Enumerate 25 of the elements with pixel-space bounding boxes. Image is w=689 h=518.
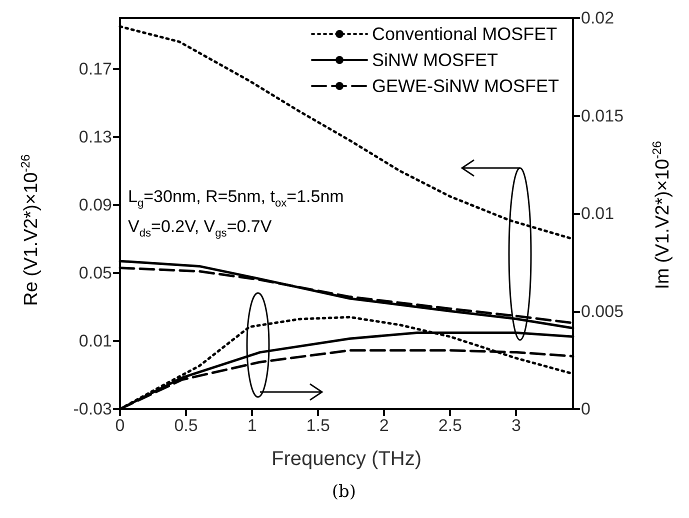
x-tick-label: 1.5 bbox=[306, 416, 330, 435]
x-tick-label: 0.5 bbox=[174, 416, 198, 435]
legend-label: SiNW MOSFET bbox=[372, 50, 498, 70]
annotation: V$_{ds}$=0.2V, V$_{gs}$=0.7V bbox=[128, 217, 272, 240]
y-tick-label: 0.09 bbox=[78, 196, 112, 214]
text: (b) bbox=[332, 482, 356, 502]
annotation: L$_{g}$=30nm, R=5nm, t$_{ox}$=1.5nm bbox=[128, 187, 344, 210]
y2-tick-label: 0 bbox=[581, 400, 590, 418]
y2-tick-label: 0.015 bbox=[581, 106, 624, 126]
y2-tick-label: 0.005 bbox=[581, 302, 624, 321]
y2-tick-label: 0.01 bbox=[581, 204, 614, 223]
x-tick-label: 2.5 bbox=[438, 416, 462, 435]
x-tick-label: 3 bbox=[511, 416, 521, 435]
legend-label: Conventional MOSFET bbox=[372, 24, 558, 44]
legend-label: GEWE-SiNW MOSFET bbox=[372, 76, 560, 96]
x-tick-label: 2 bbox=[379, 416, 389, 435]
x-axis-title: Frequency (THz) bbox=[271, 448, 422, 470]
x-tick-label: 1 bbox=[247, 416, 257, 435]
x-tick-label: 0 bbox=[115, 416, 125, 435]
y-tick-label: 0.17 bbox=[78, 60, 112, 78]
y-tick-label: 0.01 bbox=[78, 332, 112, 350]
y-tick-label: -0.03 bbox=[73, 400, 112, 418]
y2-tick-label: 0.02 bbox=[581, 8, 614, 28]
y-tick-label: 0.05 bbox=[78, 264, 112, 282]
y-tick-label: 0.13 bbox=[78, 128, 112, 146]
